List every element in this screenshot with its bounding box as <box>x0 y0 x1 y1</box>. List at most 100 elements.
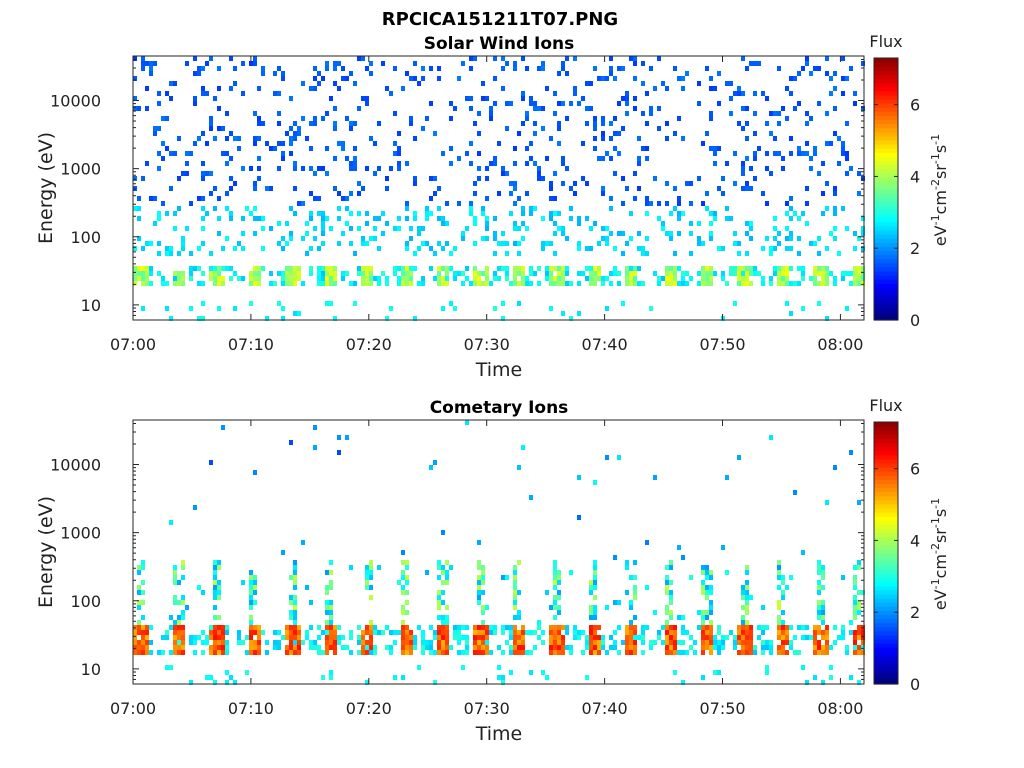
heatmap-cell <box>465 276 469 281</box>
heatmap-cell <box>309 271 313 276</box>
heatmap-cell <box>249 635 253 640</box>
heatmap-cell <box>665 565 669 570</box>
heatmap-cell <box>513 585 517 590</box>
heatmap-cell <box>441 625 445 630</box>
heatmap-cell <box>345 271 349 276</box>
heatmap-cell <box>325 620 329 625</box>
colorbar-segment <box>874 475 898 480</box>
heatmap-cell <box>729 111 733 116</box>
heatmap-cell <box>617 131 621 136</box>
heatmap-cell <box>601 191 605 196</box>
heatmap-cell <box>573 56 577 61</box>
heatmap-cell <box>345 645 349 650</box>
heatmap-cell <box>765 236 769 241</box>
heatmap-cell <box>825 281 829 286</box>
heatmap-cell <box>829 76 833 81</box>
heatmap-cell <box>221 276 225 281</box>
colorbar-segment <box>874 270 898 276</box>
heatmap-cell <box>325 216 329 221</box>
heatmap-cell <box>305 136 309 141</box>
heatmap-cell <box>301 81 305 86</box>
heatmap-cell <box>669 231 673 236</box>
heatmap-cell <box>453 271 457 276</box>
heatmap-cell <box>849 450 853 455</box>
heatmap-cell <box>417 246 421 251</box>
heatmap-cell <box>533 121 537 126</box>
colorbar-segment <box>874 528 898 534</box>
heatmap-cell <box>681 625 685 630</box>
heatmap-cell <box>405 635 409 640</box>
heatmap-cell <box>293 595 297 600</box>
heatmap-cell <box>857 630 861 635</box>
heatmap-cell <box>557 590 561 595</box>
heatmap-cell <box>333 281 337 286</box>
heatmap-cell <box>133 246 137 251</box>
heatmap-cell <box>777 635 781 640</box>
heatmap-cell <box>513 201 517 206</box>
heatmap-cell <box>153 126 157 131</box>
heatmap-cell <box>853 580 857 585</box>
heatmap-cell <box>769 276 773 281</box>
heatmap-cell <box>249 585 253 590</box>
heatmap-cell <box>253 281 257 286</box>
heatmap-cell <box>425 645 429 650</box>
heatmap-cell <box>361 650 365 655</box>
heatmap-cell <box>441 281 445 286</box>
heatmap-cell <box>729 266 733 271</box>
heatmap-cell <box>229 216 233 221</box>
heatmap-cell <box>241 231 245 236</box>
heatmap-cell <box>173 650 177 655</box>
heatmap-cell <box>553 565 557 570</box>
heatmap-cell <box>821 271 825 276</box>
heatmap-cell <box>489 630 493 635</box>
heatmap-cell <box>261 216 265 221</box>
heatmap-cell <box>529 630 533 635</box>
heatmap-cell <box>329 610 333 615</box>
heatmap-cell <box>825 271 829 276</box>
heatmap-cell <box>745 66 749 71</box>
heatmap-cell <box>333 271 337 276</box>
heatmap-cell <box>593 605 597 610</box>
heatmap-cell <box>197 635 201 640</box>
heatmap-cell <box>221 640 225 645</box>
heatmap-cell <box>225 650 229 655</box>
heatmap-cell <box>485 96 489 101</box>
heatmap-cell <box>613 271 617 276</box>
heatmap-cell <box>857 276 861 281</box>
heatmap-cell <box>813 241 817 246</box>
heatmap-cell <box>709 236 713 241</box>
heatmap-cell <box>773 136 777 141</box>
heatmap-cell <box>597 241 601 246</box>
heatmap-cell <box>513 580 517 585</box>
heatmap-cell <box>145 281 149 286</box>
heatmap-cell <box>497 141 501 146</box>
heatmap-cell <box>629 575 633 580</box>
heatmap-cell <box>629 56 633 61</box>
colorbar-tick-label: 6 <box>910 460 920 479</box>
heatmap-cell <box>401 650 405 655</box>
heatmap-cell <box>185 151 189 156</box>
heatmap-cell <box>289 266 293 271</box>
heatmap-cell <box>169 246 173 251</box>
heatmap-cell <box>417 281 421 286</box>
heatmap-cell <box>357 226 361 231</box>
heatmap-cell <box>225 136 229 141</box>
heatmap-cell <box>465 625 469 630</box>
heatmap-cell <box>161 156 165 161</box>
heatmap-cell <box>433 131 437 136</box>
heatmap-cell <box>789 236 793 241</box>
heatmap-cell <box>177 600 181 605</box>
heatmap-cell <box>141 56 145 61</box>
heatmap-cell <box>749 595 753 600</box>
heatmap-cell <box>357 56 361 61</box>
heatmap-cell <box>737 266 741 271</box>
heatmap-cell <box>225 640 229 645</box>
heatmap-cell <box>533 206 537 211</box>
heatmap-cell <box>477 575 481 580</box>
heatmap-cell <box>601 136 605 141</box>
heatmap-cell <box>205 675 209 680</box>
heatmap-cell <box>137 620 141 625</box>
heatmap-cell <box>497 241 501 246</box>
heatmap-cell <box>273 645 277 650</box>
heatmap-cell <box>429 650 433 655</box>
